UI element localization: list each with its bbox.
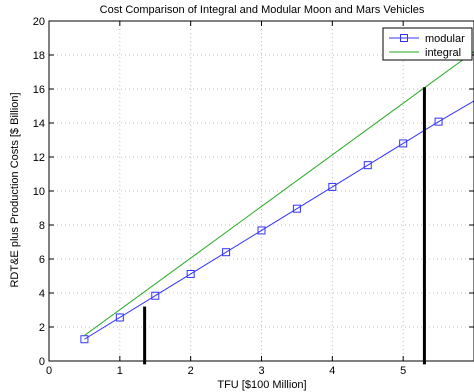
x-axis-title: TFU [$100 Million]: [217, 379, 306, 391]
x-tick-label: 2: [188, 365, 194, 377]
legend-label-integral: integral: [425, 47, 461, 59]
series-marker-modular: [115, 313, 124, 322]
y-tick-label: 16: [33, 84, 45, 96]
series-marker-modular: [257, 226, 266, 235]
y-tick-label: 14: [33, 118, 45, 130]
y-tick-label: 18: [33, 50, 45, 62]
series-marker-modular: [328, 182, 337, 191]
y-tick-label: 12: [33, 152, 45, 164]
series-marker-modular: [363, 161, 372, 170]
y-tick-label: 0: [39, 356, 45, 368]
chart-title: Cost Comparison of Integral and Modular …: [100, 4, 425, 16]
legend-box: [382, 27, 473, 61]
y-tick-label: 2: [39, 322, 45, 334]
y-tick-label: 4: [39, 288, 45, 300]
y-tick-label: 8: [39, 220, 45, 232]
y-axis-title: RDT&E plus Production Costs [$ Billion]: [9, 92, 21, 287]
series-line-integral: [84, 51, 474, 336]
x-tick-label: 5: [400, 365, 406, 377]
series-layer: [80, 51, 474, 344]
series-marker-modular: [222, 248, 231, 257]
annotation-layer: [143, 87, 426, 365]
x-tick-label: 0: [46, 365, 52, 377]
y-tick-label: 20: [33, 16, 45, 28]
legend-label-modular: modular: [425, 33, 465, 45]
series-marker-modular: [186, 269, 195, 278]
x-tick-label: 3: [258, 365, 264, 377]
x-tick-label: 4: [329, 365, 335, 377]
series-line-modular: [84, 100, 474, 340]
x-tick-label: 1: [117, 365, 123, 377]
legend-marker-modular: [400, 34, 408, 42]
series-marker-modular: [434, 117, 443, 126]
y-tick-label: 10: [33, 186, 45, 198]
legend: modular integral: [382, 27, 473, 61]
y-tick-label: 6: [39, 254, 45, 266]
series-marker-modular: [151, 291, 160, 300]
series-marker-modular: [399, 139, 408, 148]
series-marker-modular: [292, 204, 301, 213]
series-marker-modular: [80, 335, 89, 344]
